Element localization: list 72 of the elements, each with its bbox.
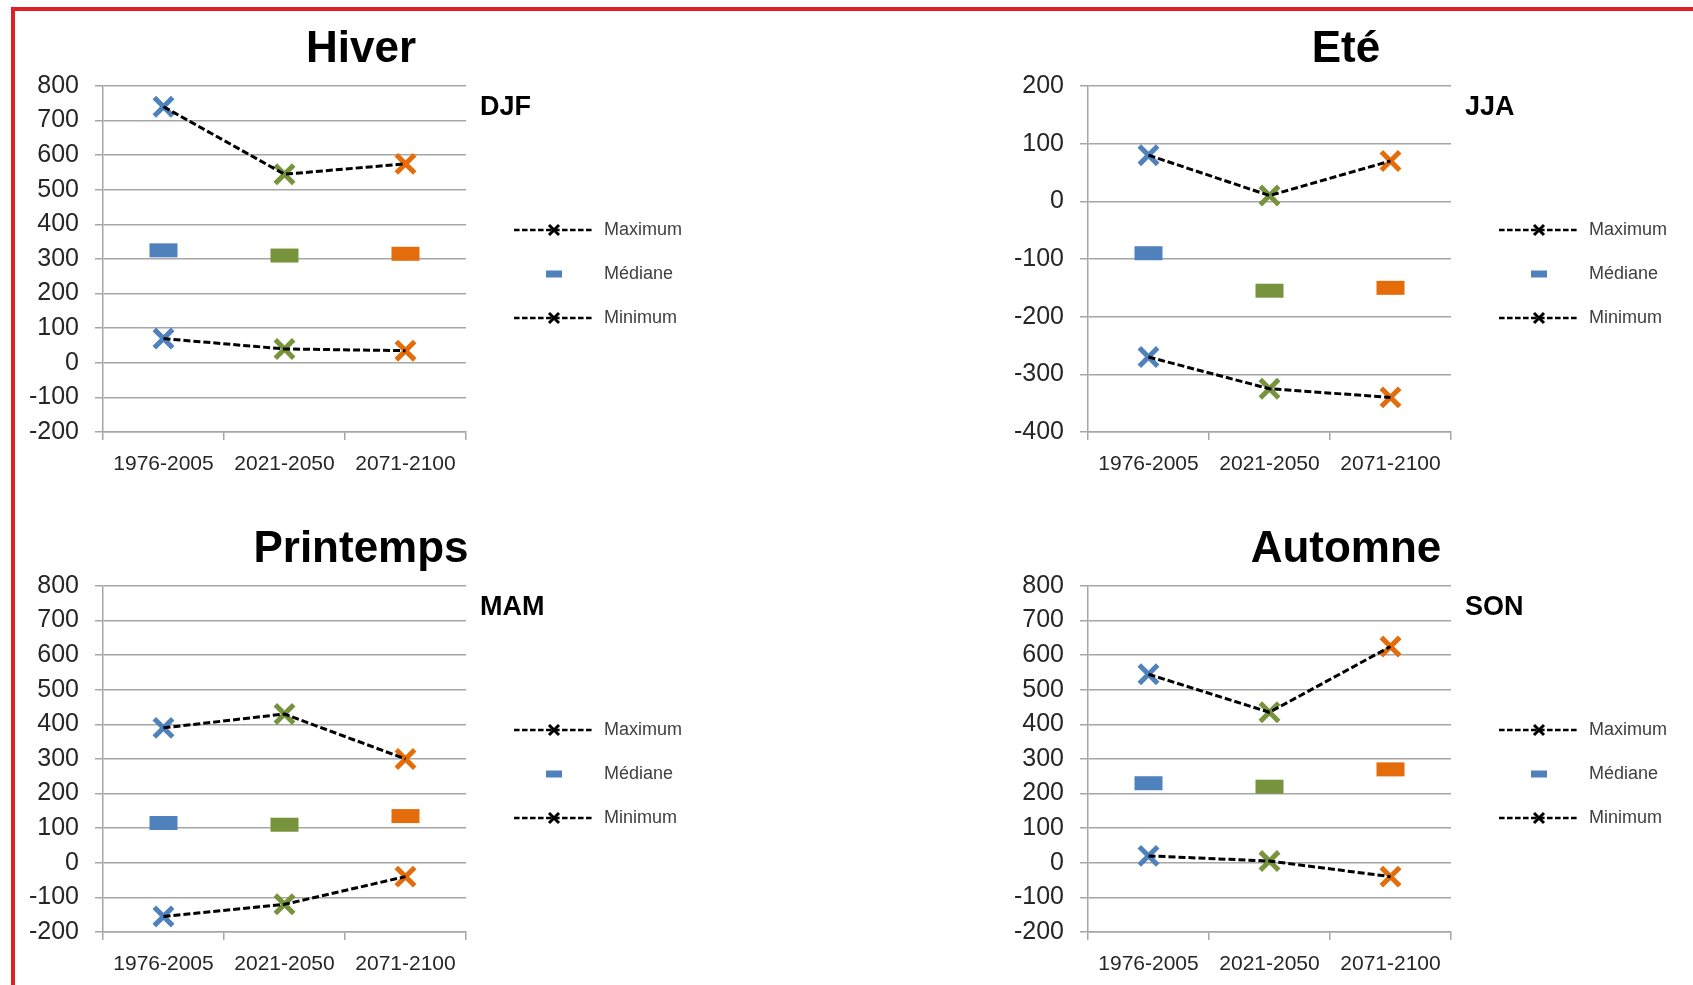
chart-title: Eté bbox=[1311, 22, 1381, 72]
y-tick-label: 500 bbox=[1022, 673, 1064, 702]
y-tick-label: 100 bbox=[37, 812, 79, 841]
legend-label: Minimum bbox=[1589, 306, 1663, 327]
y-tick-label: -100 bbox=[28, 881, 79, 910]
y-tick-label: 800 bbox=[37, 69, 79, 98]
legend-label: Maximum bbox=[604, 218, 683, 239]
x-tick-label: 2071-2100 bbox=[1340, 451, 1441, 475]
y-tick-label: -200 bbox=[28, 415, 79, 444]
y-tick-label: 700 bbox=[37, 604, 79, 633]
y-tick-label: 500 bbox=[37, 173, 79, 202]
chart-title: Printemps bbox=[253, 522, 469, 572]
legend-label: Minimum bbox=[1589, 806, 1663, 827]
y-tick-label: 0 bbox=[65, 846, 79, 875]
y-tick-label: 200 bbox=[37, 777, 79, 806]
y-tick-label: 400 bbox=[37, 708, 79, 737]
y-tick-label: -200 bbox=[1013, 915, 1064, 944]
y-tick-label: -200 bbox=[1013, 300, 1064, 329]
y-tick-label: 0 bbox=[1050, 846, 1064, 875]
x-tick-label: 2021-2050 bbox=[1219, 951, 1320, 975]
y-tick-label: 500 bbox=[37, 673, 79, 702]
x-tick-label: 1976-2005 bbox=[1098, 951, 1199, 975]
text: MAM bbox=[480, 591, 545, 622]
y-tick-label: 600 bbox=[1022, 639, 1064, 668]
text: JJA bbox=[1465, 91, 1515, 122]
x-tick-label: 2021-2050 bbox=[234, 451, 335, 475]
y-tick-label: -100 bbox=[1013, 881, 1064, 910]
y-tick-label: -100 bbox=[28, 381, 79, 410]
y-tick-label: 800 bbox=[37, 569, 79, 598]
legend-label: Médiane bbox=[604, 762, 674, 783]
legend-label: Médiane bbox=[604, 262, 674, 283]
y-tick-label: 400 bbox=[1022, 708, 1064, 737]
x-tick-label: 1976-2005 bbox=[113, 951, 214, 975]
y-tick-label: 100 bbox=[37, 312, 79, 341]
legend-label: Minimum bbox=[604, 806, 678, 827]
y-tick-label: 700 bbox=[37, 104, 79, 133]
x-tick-label: 1976-2005 bbox=[113, 451, 214, 475]
legend-label: Maximum bbox=[604, 718, 683, 739]
text: SON bbox=[1465, 591, 1524, 622]
legend-label: Maximum bbox=[1589, 718, 1668, 739]
y-tick-label: -300 bbox=[1013, 358, 1064, 387]
y-tick-label: 200 bbox=[37, 277, 79, 306]
y-tick-label: 600 bbox=[37, 139, 79, 168]
x-tick-label: 2071-2100 bbox=[355, 451, 456, 475]
y-tick-label: 200 bbox=[1022, 777, 1064, 806]
y-tick-label: -200 bbox=[28, 915, 79, 944]
legend-label: Maximum bbox=[1589, 218, 1668, 239]
legend-label: Minimum bbox=[604, 306, 678, 327]
y-tick-label: 200 bbox=[1022, 69, 1064, 98]
y-tick-label: 100 bbox=[1022, 127, 1064, 156]
x-tick-label: 1976-2005 bbox=[1098, 451, 1199, 475]
y-tick-label: 700 bbox=[1022, 604, 1064, 633]
text: DJF bbox=[480, 91, 532, 122]
legend-label: Médiane bbox=[1589, 262, 1659, 283]
y-tick-label: 800 bbox=[1022, 569, 1064, 598]
y-tick-label: 300 bbox=[1022, 742, 1064, 771]
y-tick-label: 100 bbox=[1022, 812, 1064, 841]
y-tick-label: -100 bbox=[1013, 242, 1064, 271]
y-tick-label: 300 bbox=[37, 742, 79, 771]
x-tick-label: 2071-2100 bbox=[355, 951, 456, 975]
y-tick-label: 400 bbox=[37, 208, 79, 237]
y-tick-label: 300 bbox=[37, 242, 79, 271]
y-tick-label: 0 bbox=[1050, 185, 1064, 214]
x-tick-label: 2021-2050 bbox=[1219, 451, 1320, 475]
x-tick-label: 2071-2100 bbox=[1340, 951, 1441, 975]
x-tick-label: 2021-2050 bbox=[234, 951, 335, 975]
legend-label: Médiane bbox=[1589, 762, 1659, 783]
chart-title: Automne bbox=[1250, 522, 1442, 572]
chart-title: Hiver bbox=[305, 22, 417, 72]
y-tick-label: 0 bbox=[65, 346, 79, 375]
y-tick-label: 600 bbox=[37, 639, 79, 668]
y-tick-label: -400 bbox=[1013, 415, 1064, 444]
